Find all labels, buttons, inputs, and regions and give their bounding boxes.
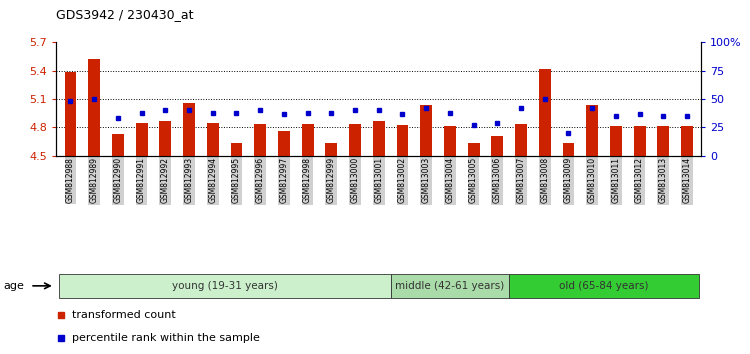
Bar [88, 59, 100, 156]
Bar [681, 126, 693, 156]
Bar [64, 72, 76, 156]
FancyBboxPatch shape [509, 274, 699, 298]
Bar [420, 105, 432, 156]
Bar [136, 123, 148, 156]
Bar [491, 136, 503, 156]
Bar [373, 121, 385, 156]
Text: young (19-31 years): young (19-31 years) [172, 281, 278, 291]
Text: GDS3942 / 230430_at: GDS3942 / 230430_at [56, 8, 194, 21]
Bar [658, 126, 669, 156]
FancyBboxPatch shape [58, 274, 391, 298]
Bar [112, 134, 124, 156]
Bar [207, 123, 219, 156]
Bar [254, 124, 266, 156]
Text: old (65-84 years): old (65-84 years) [560, 281, 649, 291]
Bar [326, 143, 338, 156]
FancyBboxPatch shape [391, 274, 509, 298]
Bar [230, 143, 242, 156]
Text: age: age [4, 281, 25, 291]
Bar [538, 69, 550, 156]
Bar [397, 125, 409, 156]
Bar [634, 126, 646, 156]
Bar [444, 126, 456, 156]
Bar [349, 124, 361, 156]
Bar [562, 143, 574, 156]
Bar [610, 126, 622, 156]
Text: middle (42-61 years): middle (42-61 years) [395, 281, 505, 291]
Text: transformed count: transformed count [72, 309, 176, 320]
Bar [160, 121, 171, 156]
Bar [183, 103, 195, 156]
Bar [515, 124, 527, 156]
Bar [302, 124, 313, 156]
Bar [468, 143, 479, 156]
Text: percentile rank within the sample: percentile rank within the sample [72, 332, 260, 343]
Bar [586, 105, 598, 156]
Bar [278, 131, 290, 156]
